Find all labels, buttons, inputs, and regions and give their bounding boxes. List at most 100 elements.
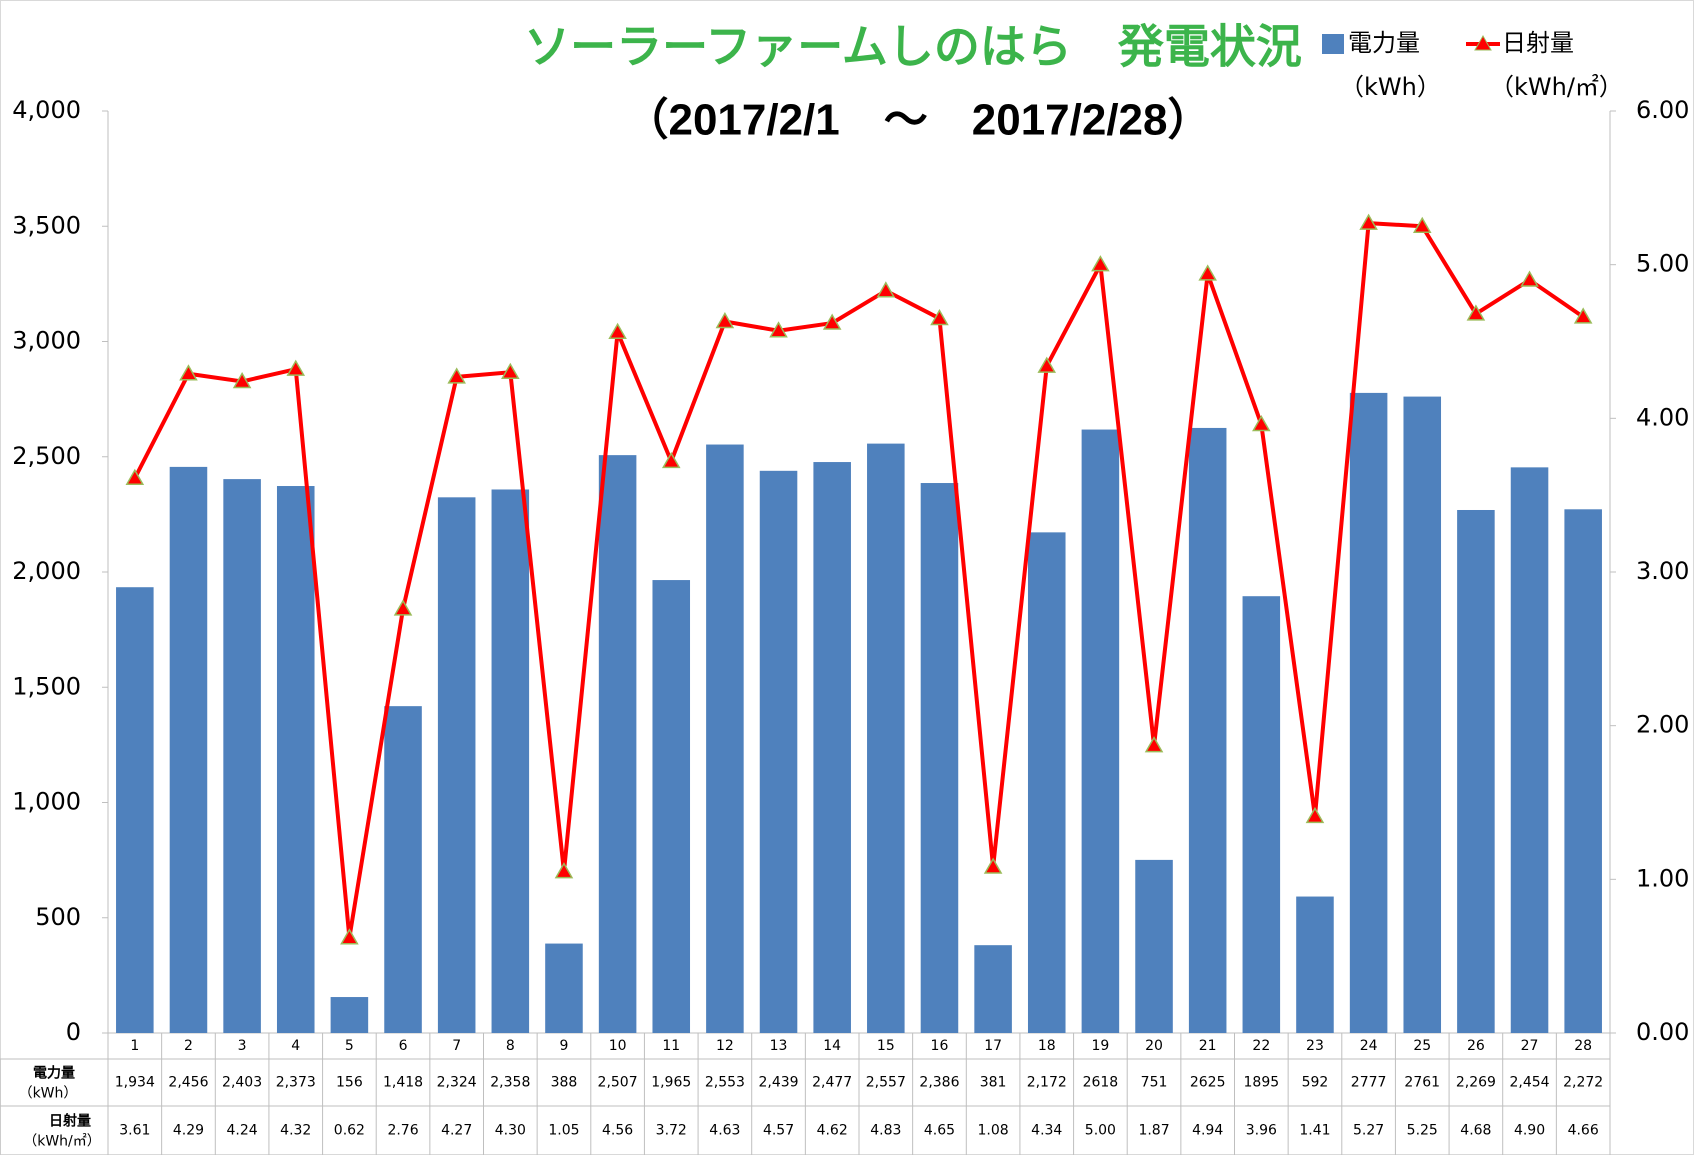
y-tick-label: 1,500	[12, 672, 81, 700]
table-value: 0.62	[334, 1123, 365, 1139]
category-label: 28	[1574, 1038, 1592, 1054]
bar	[437, 497, 476, 1033]
table-value: 2777	[1351, 1075, 1387, 1091]
table-value: 5.25	[1407, 1123, 1438, 1139]
table-value: 3.96	[1246, 1123, 1277, 1139]
bar	[1349, 392, 1388, 1033]
category-label: 27	[1521, 1038, 1539, 1054]
bar	[491, 489, 530, 1034]
marker	[1573, 307, 1593, 324]
bar	[169, 466, 208, 1034]
table-value: 4.27	[441, 1123, 472, 1139]
marker	[286, 359, 306, 376]
table-value: 2,477	[812, 1075, 852, 1091]
table-value: 4.94	[1192, 1123, 1223, 1139]
y2-tick-label: 2.00	[1636, 711, 1689, 739]
category-label: 18	[1038, 1038, 1056, 1054]
category-label: 16	[931, 1038, 949, 1054]
category-label: 3	[238, 1038, 247, 1054]
bar	[1510, 467, 1549, 1033]
marker	[1520, 270, 1539, 287]
table-value: 2,403	[222, 1075, 262, 1091]
table-value: 2,386	[919, 1075, 959, 1091]
category-label: 26	[1467, 1038, 1485, 1054]
marker	[179, 364, 198, 381]
legend-unit: （kWh/㎡）	[1490, 73, 1623, 101]
table-value: 2,439	[758, 1075, 798, 1091]
bar	[652, 580, 691, 1033]
marker	[1412, 216, 1432, 233]
bar	[974, 945, 1012, 1033]
category-label: 5	[345, 1038, 354, 1054]
table-value: 4.68	[1460, 1123, 1491, 1139]
table-value: 4.90	[1514, 1123, 1545, 1139]
table-value: 5.27	[1353, 1123, 1384, 1139]
chart-title: ソーラーファームしのはら 発電状況	[524, 20, 1302, 74]
legend-swatch	[1322, 34, 1344, 54]
marker	[340, 928, 359, 945]
table-value: 2,507	[598, 1075, 638, 1091]
marker	[1305, 806, 1325, 824]
marker	[769, 321, 788, 338]
marker	[501, 362, 520, 379]
y-tick-label: 500	[35, 903, 81, 931]
category-label: 22	[1252, 1038, 1270, 1054]
row-header: 電力量	[33, 1065, 75, 1082]
table-value: 2.76	[387, 1123, 418, 1139]
bar	[330, 997, 369, 1033]
category-label: 20	[1145, 1038, 1163, 1054]
bar	[545, 943, 583, 1033]
table-value: 4.34	[1031, 1123, 1062, 1139]
table-value: 388	[551, 1075, 578, 1091]
y2-tick-label: 5.00	[1636, 250, 1689, 278]
category-label: 1	[130, 1038, 139, 1054]
table-value: 4.63	[709, 1123, 740, 1139]
table-value: 4.57	[763, 1123, 794, 1139]
table-value: 2,269	[1456, 1075, 1496, 1091]
category-label: 8	[506, 1038, 515, 1054]
marker	[876, 281, 896, 298]
category-label: 21	[1199, 1038, 1217, 1054]
marker	[983, 857, 1003, 874]
y-tick-label: 3,500	[12, 211, 81, 239]
table-value: 2761	[1404, 1075, 1440, 1091]
table-value: 381	[980, 1075, 1007, 1091]
category-label: 6	[399, 1038, 408, 1054]
bar	[867, 443, 905, 1033]
table-value: 4.30	[495, 1123, 526, 1139]
table-value: 2,324	[437, 1075, 477, 1091]
table-value: 2,456	[168, 1075, 208, 1091]
table-value: 2,553	[705, 1075, 745, 1091]
table-value: 1.87	[1138, 1123, 1169, 1139]
y-tick-label: 3,000	[12, 327, 81, 355]
category-label: 23	[1306, 1038, 1324, 1054]
category-label: 25	[1413, 1038, 1431, 1054]
table-value: 4.66	[1568, 1123, 1599, 1139]
table-value: 2,172	[1027, 1075, 1067, 1091]
marker	[1144, 736, 1164, 753]
bar	[276, 486, 315, 1033]
y2-tick-label: 4.00	[1636, 403, 1689, 431]
category-label: 4	[291, 1038, 300, 1054]
category-label: 11	[662, 1038, 680, 1054]
table-value: 2618	[1083, 1075, 1119, 1091]
category-label: 17	[984, 1038, 1002, 1054]
marker	[232, 371, 252, 389]
table-value: 3.72	[656, 1123, 687, 1139]
bar	[1188, 427, 1227, 1033]
marker	[1466, 304, 1486, 321]
table-value: 2,454	[1509, 1075, 1549, 1091]
category-label: 7	[452, 1038, 461, 1054]
table-value: 2,272	[1563, 1075, 1603, 1091]
marker	[1198, 264, 1217, 281]
table-value: 1,418	[383, 1075, 423, 1091]
table-value: 5.00	[1085, 1123, 1116, 1139]
table-value: 4.65	[924, 1123, 955, 1139]
table-value: 4.24	[227, 1123, 258, 1139]
row-unit: （kWh）	[19, 1086, 78, 1102]
marker	[393, 599, 413, 616]
category-label: 9	[560, 1038, 569, 1054]
marker	[1037, 356, 1057, 373]
legend-label: 電力量	[1348, 29, 1420, 57]
bar	[1081, 429, 1120, 1033]
